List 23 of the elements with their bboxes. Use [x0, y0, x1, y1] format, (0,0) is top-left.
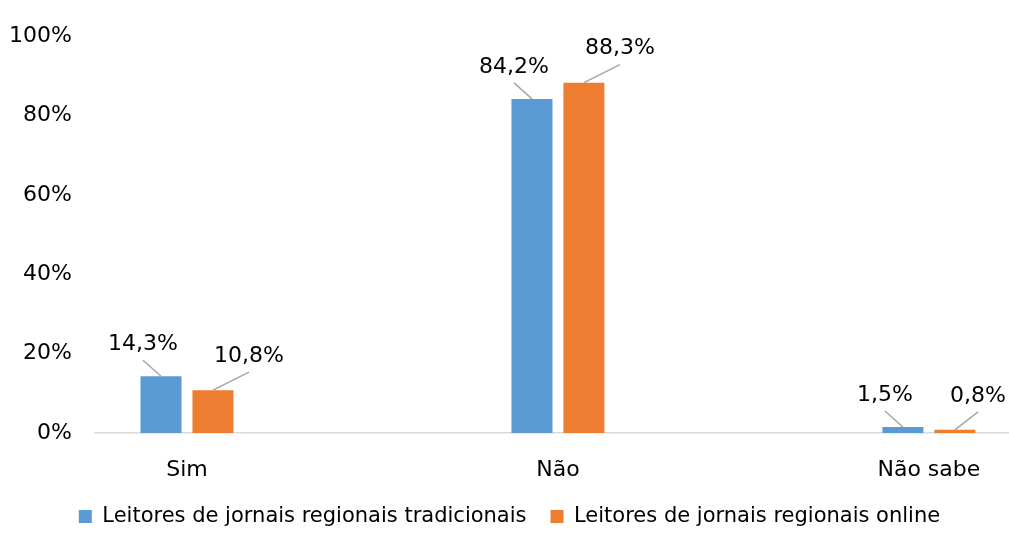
data-label: 14,3% — [108, 329, 178, 355]
y-tick-label: 100% — [9, 21, 72, 47]
x-tick-label: Sim — [166, 455, 208, 481]
bar — [934, 429, 976, 433]
y-tick-label: 40% — [23, 260, 72, 285]
y-tick-label: 80% — [23, 101, 72, 127]
bar — [140, 376, 182, 433]
x-tick-label: Não sabe — [877, 455, 981, 481]
data-label: 1,5% — [856, 380, 913, 406]
bar — [192, 390, 234, 433]
data-label: 84,2% — [479, 52, 549, 78]
bar — [563, 82, 605, 433]
bar — [882, 427, 924, 433]
data-label: 10,8% — [214, 341, 284, 367]
data-label: 0,8% — [950, 381, 1007, 407]
legend-label: Leitores de jornais regionais tradicionais — [102, 502, 527, 527]
y-tick-label: 0% — [37, 418, 72, 444]
y-tick-label: 20% — [23, 339, 72, 365]
bar — [511, 98, 553, 433]
legend-label: Leitores de jornais regionais online — [574, 502, 941, 527]
y-tick-label: 60% — [23, 180, 72, 206]
data-label: 88,3% — [584, 34, 655, 60]
x-tick-label: Não — [536, 455, 580, 481]
